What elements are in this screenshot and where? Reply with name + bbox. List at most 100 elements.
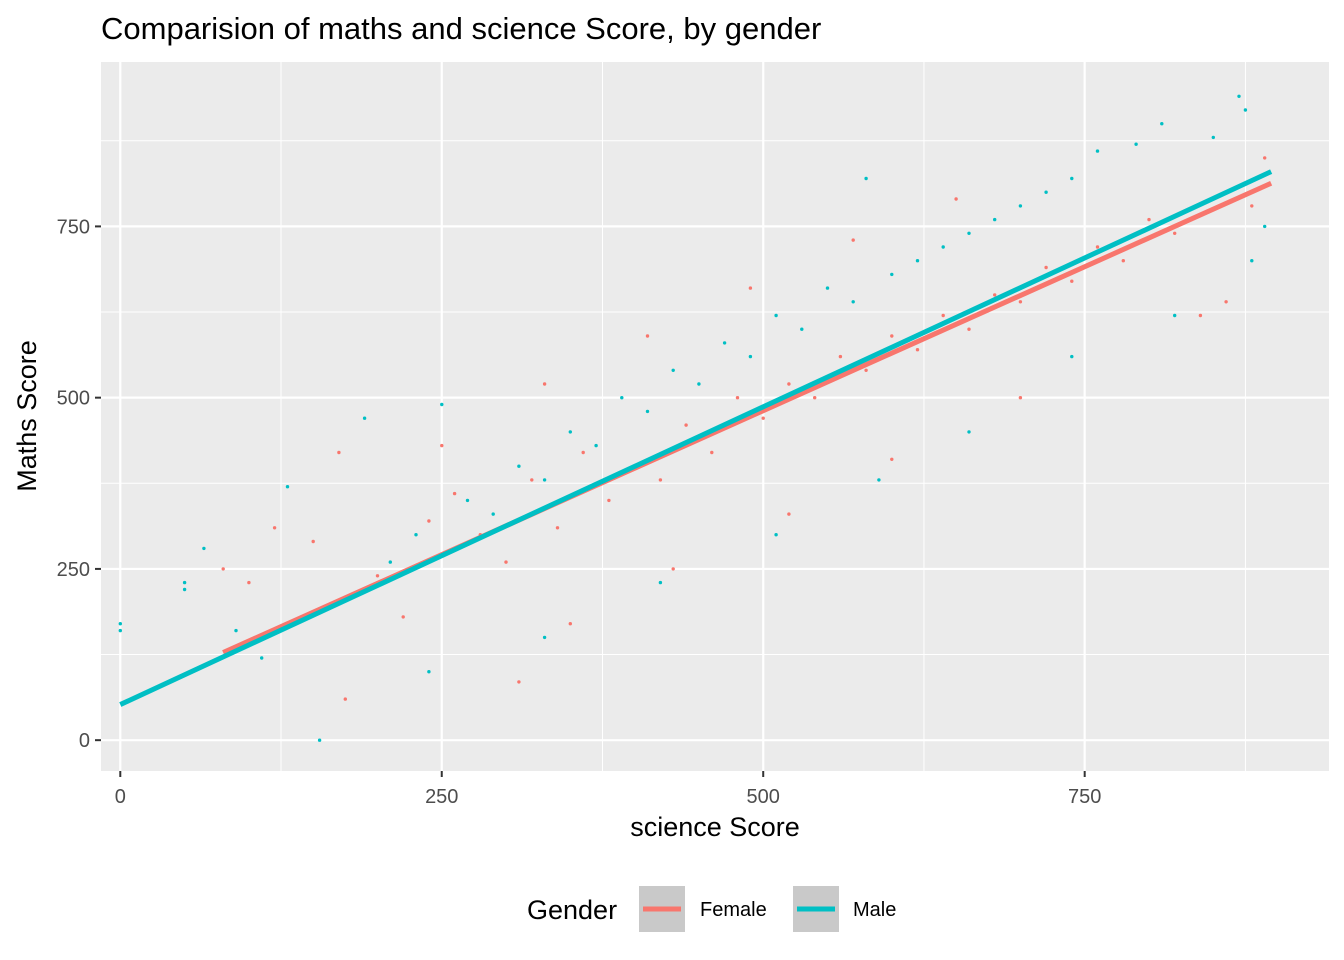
data-point-male	[1018, 204, 1023, 208]
y-tick-label: 0	[79, 730, 90, 752]
data-point-female	[1070, 279, 1074, 283]
data-point-male	[1070, 354, 1074, 359]
data-point-female	[851, 238, 855, 242]
data-point-male	[1095, 149, 1100, 153]
data-point-male	[1160, 122, 1164, 126]
data-point-female	[542, 382, 547, 386]
data-point-female	[684, 423, 688, 427]
legend-items: Female Male	[639, 886, 896, 932]
data-point-male	[118, 622, 123, 626]
data-point-male	[1243, 108, 1248, 112]
x-tick-label: 250	[425, 786, 458, 808]
legend-label-male: Male	[853, 899, 896, 921]
data-point-female	[761, 416, 765, 420]
data-point-male	[202, 546, 206, 551]
data-point-female	[1018, 396, 1023, 400]
trend-lines	[119, 169, 1273, 707]
data-point-male	[1211, 135, 1216, 140]
data-point-male	[1237, 94, 1241, 99]
data-point-male	[851, 300, 855, 304]
data-point-female	[645, 334, 650, 338]
data-point-male	[440, 402, 444, 407]
data-point-female	[813, 396, 817, 400]
y-tick-label: 750	[57, 216, 90, 238]
data-point-male	[915, 259, 920, 263]
data-point-male	[317, 738, 322, 742]
x-tick-label: 500	[747, 786, 780, 808]
data-point-female	[787, 382, 791, 386]
data-point-male	[877, 478, 881, 482]
data-point-male	[967, 430, 971, 434]
data-point-male	[967, 231, 971, 235]
data-point-male	[671, 368, 675, 372]
data-point-male	[568, 430, 572, 434]
data-point-male	[774, 313, 778, 318]
data-point-male	[1070, 176, 1074, 181]
legend-title: Gender	[527, 895, 617, 925]
data-point-female	[954, 197, 958, 201]
data-point-female	[452, 491, 457, 496]
data-point-female	[311, 539, 315, 544]
data-point-female	[1018, 300, 1023, 304]
data-point-male	[941, 245, 945, 249]
data-point-male	[1173, 313, 1177, 318]
data-point-male	[427, 670, 431, 674]
legend-label-female: Female	[700, 899, 767, 921]
data-point-male	[542, 635, 547, 640]
data-point-male	[864, 176, 868, 181]
data-point-female	[343, 697, 347, 701]
data-point-female	[967, 327, 971, 331]
data-point-female	[735, 396, 740, 400]
data-point-male	[182, 580, 187, 585]
data-point-female	[221, 567, 225, 571]
y-tick-label: 250	[57, 559, 90, 581]
data-point-male	[118, 628, 123, 633]
data-point-female	[787, 512, 791, 516]
data-point-female	[1044, 265, 1048, 270]
data-point-male	[890, 272, 894, 277]
data-point-male	[645, 409, 650, 414]
data-point-female	[915, 348, 920, 352]
x-tick-label: 0	[115, 786, 126, 808]
data-points	[118, 94, 1267, 742]
data-point-male	[285, 485, 290, 489]
grid-major	[101, 62, 1329, 771]
data-point-male	[825, 286, 830, 290]
data-point-male	[234, 628, 238, 633]
data-point-male	[388, 560, 392, 564]
x-tick-label: 750	[1068, 786, 1101, 808]
data-point-male	[722, 341, 727, 345]
data-point-female	[607, 498, 611, 503]
chart-title: Comparision of maths and science Score, …	[101, 11, 821, 46]
data-point-female	[671, 567, 675, 571]
data-point-female	[1224, 300, 1228, 304]
data-point-male	[517, 464, 521, 468]
data-point-male	[748, 354, 753, 359]
data-point-female	[748, 286, 753, 290]
data-point-female	[427, 519, 431, 523]
data-point-male	[1134, 142, 1138, 146]
data-point-male	[658, 580, 663, 585]
data-point-female	[555, 526, 560, 530]
x-axis: 0 250 500 750	[115, 771, 1101, 808]
data-point-male	[800, 327, 804, 331]
data-point-male	[1044, 190, 1048, 194]
data-point-female	[517, 680, 521, 684]
data-point-female	[401, 615, 405, 619]
data-point-female	[272, 526, 277, 530]
data-point-female	[504, 560, 508, 564]
y-tick-label: 500	[57, 388, 90, 410]
data-point-female	[890, 334, 894, 338]
data-point-female	[890, 457, 894, 461]
data-point-male	[620, 396, 624, 400]
data-point-female	[337, 450, 341, 455]
data-point-female	[1263, 156, 1267, 160]
data-point-male	[993, 217, 997, 222]
data-point-male	[362, 416, 367, 420]
data-point-male	[1263, 224, 1267, 229]
data-point-male	[414, 533, 418, 537]
data-point-female	[247, 580, 251, 585]
legend: Gender Female Male	[527, 886, 896, 932]
data-point-female	[440, 443, 444, 448]
